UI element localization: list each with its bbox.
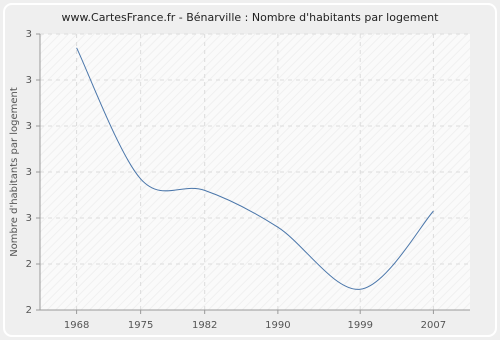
data-line [76, 47, 434, 290]
y-axis-label: Nombre d'habitants par logement [9, 87, 20, 257]
x-tick-label: 1999 [347, 320, 372, 331]
y-tick-label: 2 [26, 305, 32, 316]
x-tick-label: 1990 [265, 320, 290, 331]
y-tick-label: 3 [26, 29, 32, 40]
y-tick-label: 3 [26, 167, 32, 178]
y-tick-label: 3 [26, 121, 32, 132]
x-tick-label: 2007 [421, 320, 446, 331]
plot-area [40, 34, 470, 310]
x-tick-label: 1975 [128, 320, 153, 331]
y-tick-label: 2 [26, 259, 32, 270]
y-tick-label: 3 [26, 75, 32, 86]
x-tick-label: 1982 [192, 320, 217, 331]
y-tick-label: 3 [26, 213, 32, 224]
chart-title: www.CartesFrance.fr - Bénarville : Nombr… [62, 11, 440, 24]
x-tick-label: 1968 [64, 320, 89, 331]
